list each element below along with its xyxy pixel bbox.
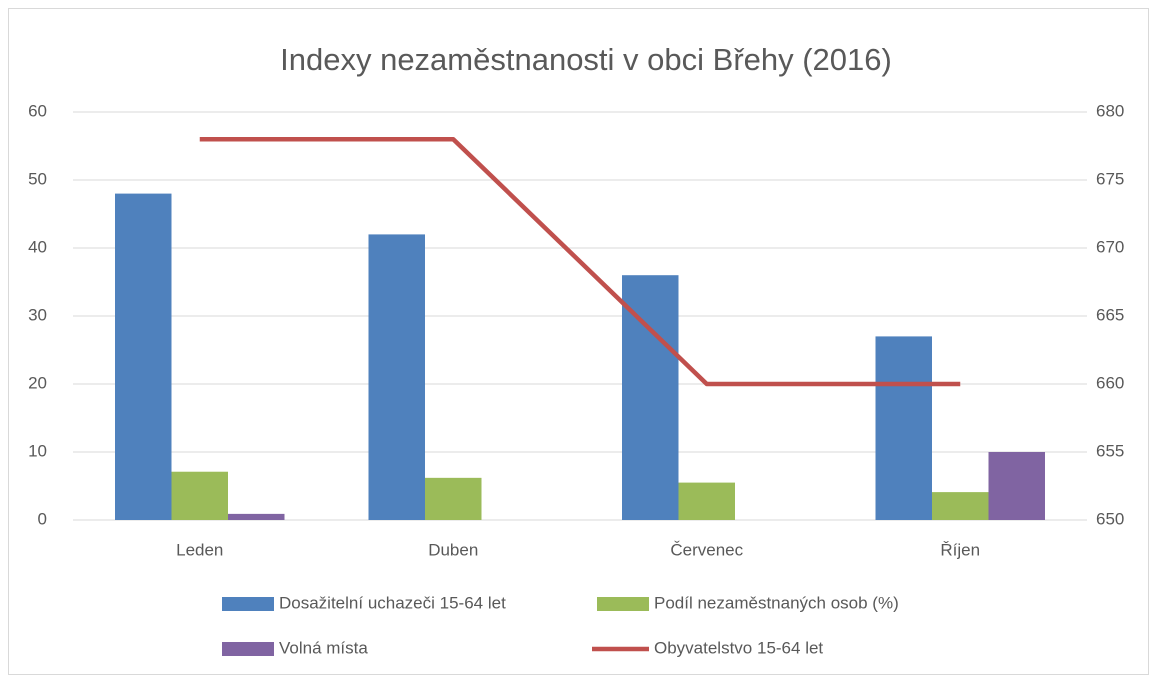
y-tick-label: 50	[28, 169, 47, 188]
bar	[115, 193, 172, 520]
y-tick-label: 30	[28, 305, 47, 324]
y2-tick-label: 650	[1096, 509, 1124, 528]
legend-label: Volná místa	[279, 638, 368, 657]
y-tick-label: 20	[28, 373, 47, 392]
legend-label: Obyvatelstvo 15-64 let	[654, 638, 823, 657]
y2-tick-label: 655	[1096, 441, 1124, 460]
y-tick-label: 60	[28, 101, 47, 120]
y2-tick-label: 675	[1096, 169, 1124, 188]
legend-label: Dosažitelní uchazeči 15-64 let	[279, 593, 506, 612]
legend-swatch	[222, 597, 274, 611]
bar	[171, 471, 228, 520]
line	[199, 136, 961, 387]
y-tick-label: 10	[28, 441, 47, 460]
y2-tick-label: 670	[1096, 237, 1124, 256]
chart-title: Indexy nezaměstnanosti v obci Břehy (201…	[280, 42, 892, 77]
y-tick-label: 0	[38, 509, 47, 528]
chart-frame	[8, 8, 1149, 675]
bar	[932, 492, 989, 520]
bar	[425, 477, 482, 520]
y2-tick-label: 680	[1096, 101, 1124, 120]
y2-tick-label: 660	[1096, 373, 1124, 392]
x-tick-label: Duben	[428, 540, 478, 559]
x-tick-label: Červenec	[670, 540, 743, 559]
bar	[622, 275, 679, 520]
bar	[988, 452, 1045, 520]
bar	[368, 234, 425, 520]
x-tick-label: Říjen	[940, 540, 980, 559]
bar	[228, 513, 285, 520]
y-tick-label: 40	[28, 237, 47, 256]
legend-label: Podíl nezaměstnaných osob (%)	[654, 593, 899, 612]
y2-tick-label: 665	[1096, 305, 1124, 324]
legend-swatch	[222, 642, 274, 656]
legend-swatch	[597, 597, 649, 611]
bar	[875, 336, 932, 520]
x-tick-label: Leden	[176, 540, 223, 559]
bar	[678, 482, 735, 520]
